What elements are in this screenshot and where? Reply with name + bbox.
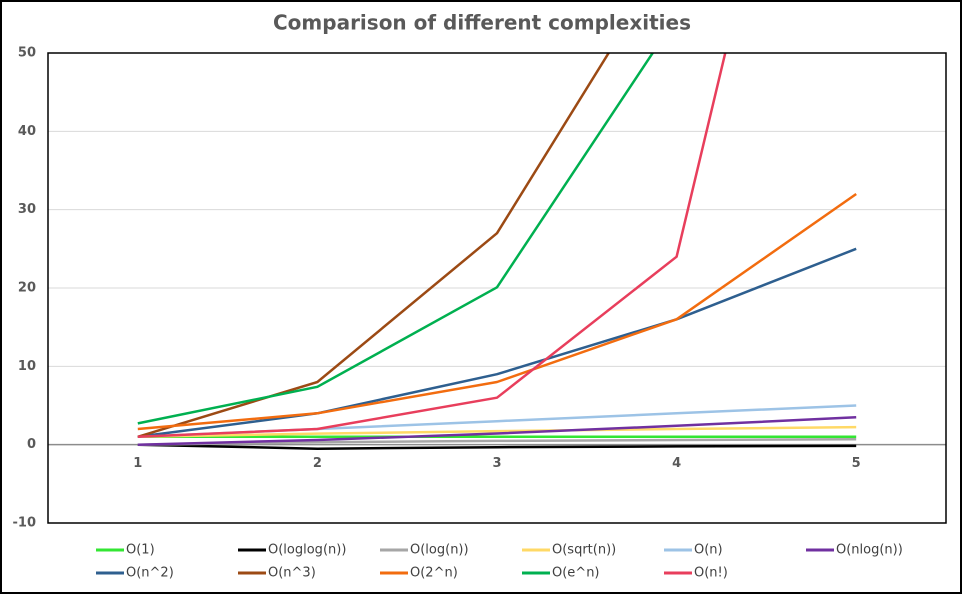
legend-label: O(nlog(n)) <box>836 543 903 558</box>
x-tick-label: 3 <box>492 456 501 471</box>
y-tick-label: 40 <box>18 124 36 139</box>
legend-label: O(loglog(n)) <box>268 543 346 558</box>
series-line <box>137 53 727 439</box>
series-line <box>137 247 857 439</box>
legend-label: O(n^3) <box>268 566 316 581</box>
y-tick-label: -10 <box>13 516 37 531</box>
legend-label: O(n!) <box>694 566 728 581</box>
y-tick-label: 30 <box>18 202 36 217</box>
series-line <box>137 437 857 446</box>
legend-label: O(n^2) <box>126 566 174 581</box>
legend-label: O(n) <box>694 543 723 558</box>
chart-title: Comparison of different complexities <box>273 11 691 35</box>
legend-label: O(2^n) <box>410 566 458 581</box>
y-tick-label: 20 <box>18 281 36 296</box>
x-tick-label: 1 <box>133 456 142 471</box>
legend-label: O(sqrt(n)) <box>552 543 616 558</box>
x-tick-label: 4 <box>672 456 681 471</box>
x-tick-label: 5 <box>852 456 861 471</box>
y-tick-label: 50 <box>18 46 36 61</box>
series-line <box>137 53 655 425</box>
legend-label: O(e^n) <box>552 566 600 581</box>
legend-label: O(log(n)) <box>410 543 469 558</box>
series-line <box>137 443 857 450</box>
series-line <box>137 425 857 439</box>
legend: O(1) O(loglog(n)) O(log(n)) O(sqrt(n)) O(n) O… <box>96 543 903 581</box>
plot-lines <box>137 53 857 450</box>
y-tick-label: 0 <box>27 437 36 452</box>
series-line <box>137 416 857 446</box>
series-line <box>137 192 857 431</box>
axis-labels: -10 0 10 20 30 40 50 1 2 3 4 5 <box>13 46 861 531</box>
legend-label: O(1) <box>126 543 155 558</box>
plot-border <box>47 52 947 524</box>
y-tick-label: 10 <box>18 359 36 374</box>
x-tick-label: 2 <box>313 456 322 471</box>
